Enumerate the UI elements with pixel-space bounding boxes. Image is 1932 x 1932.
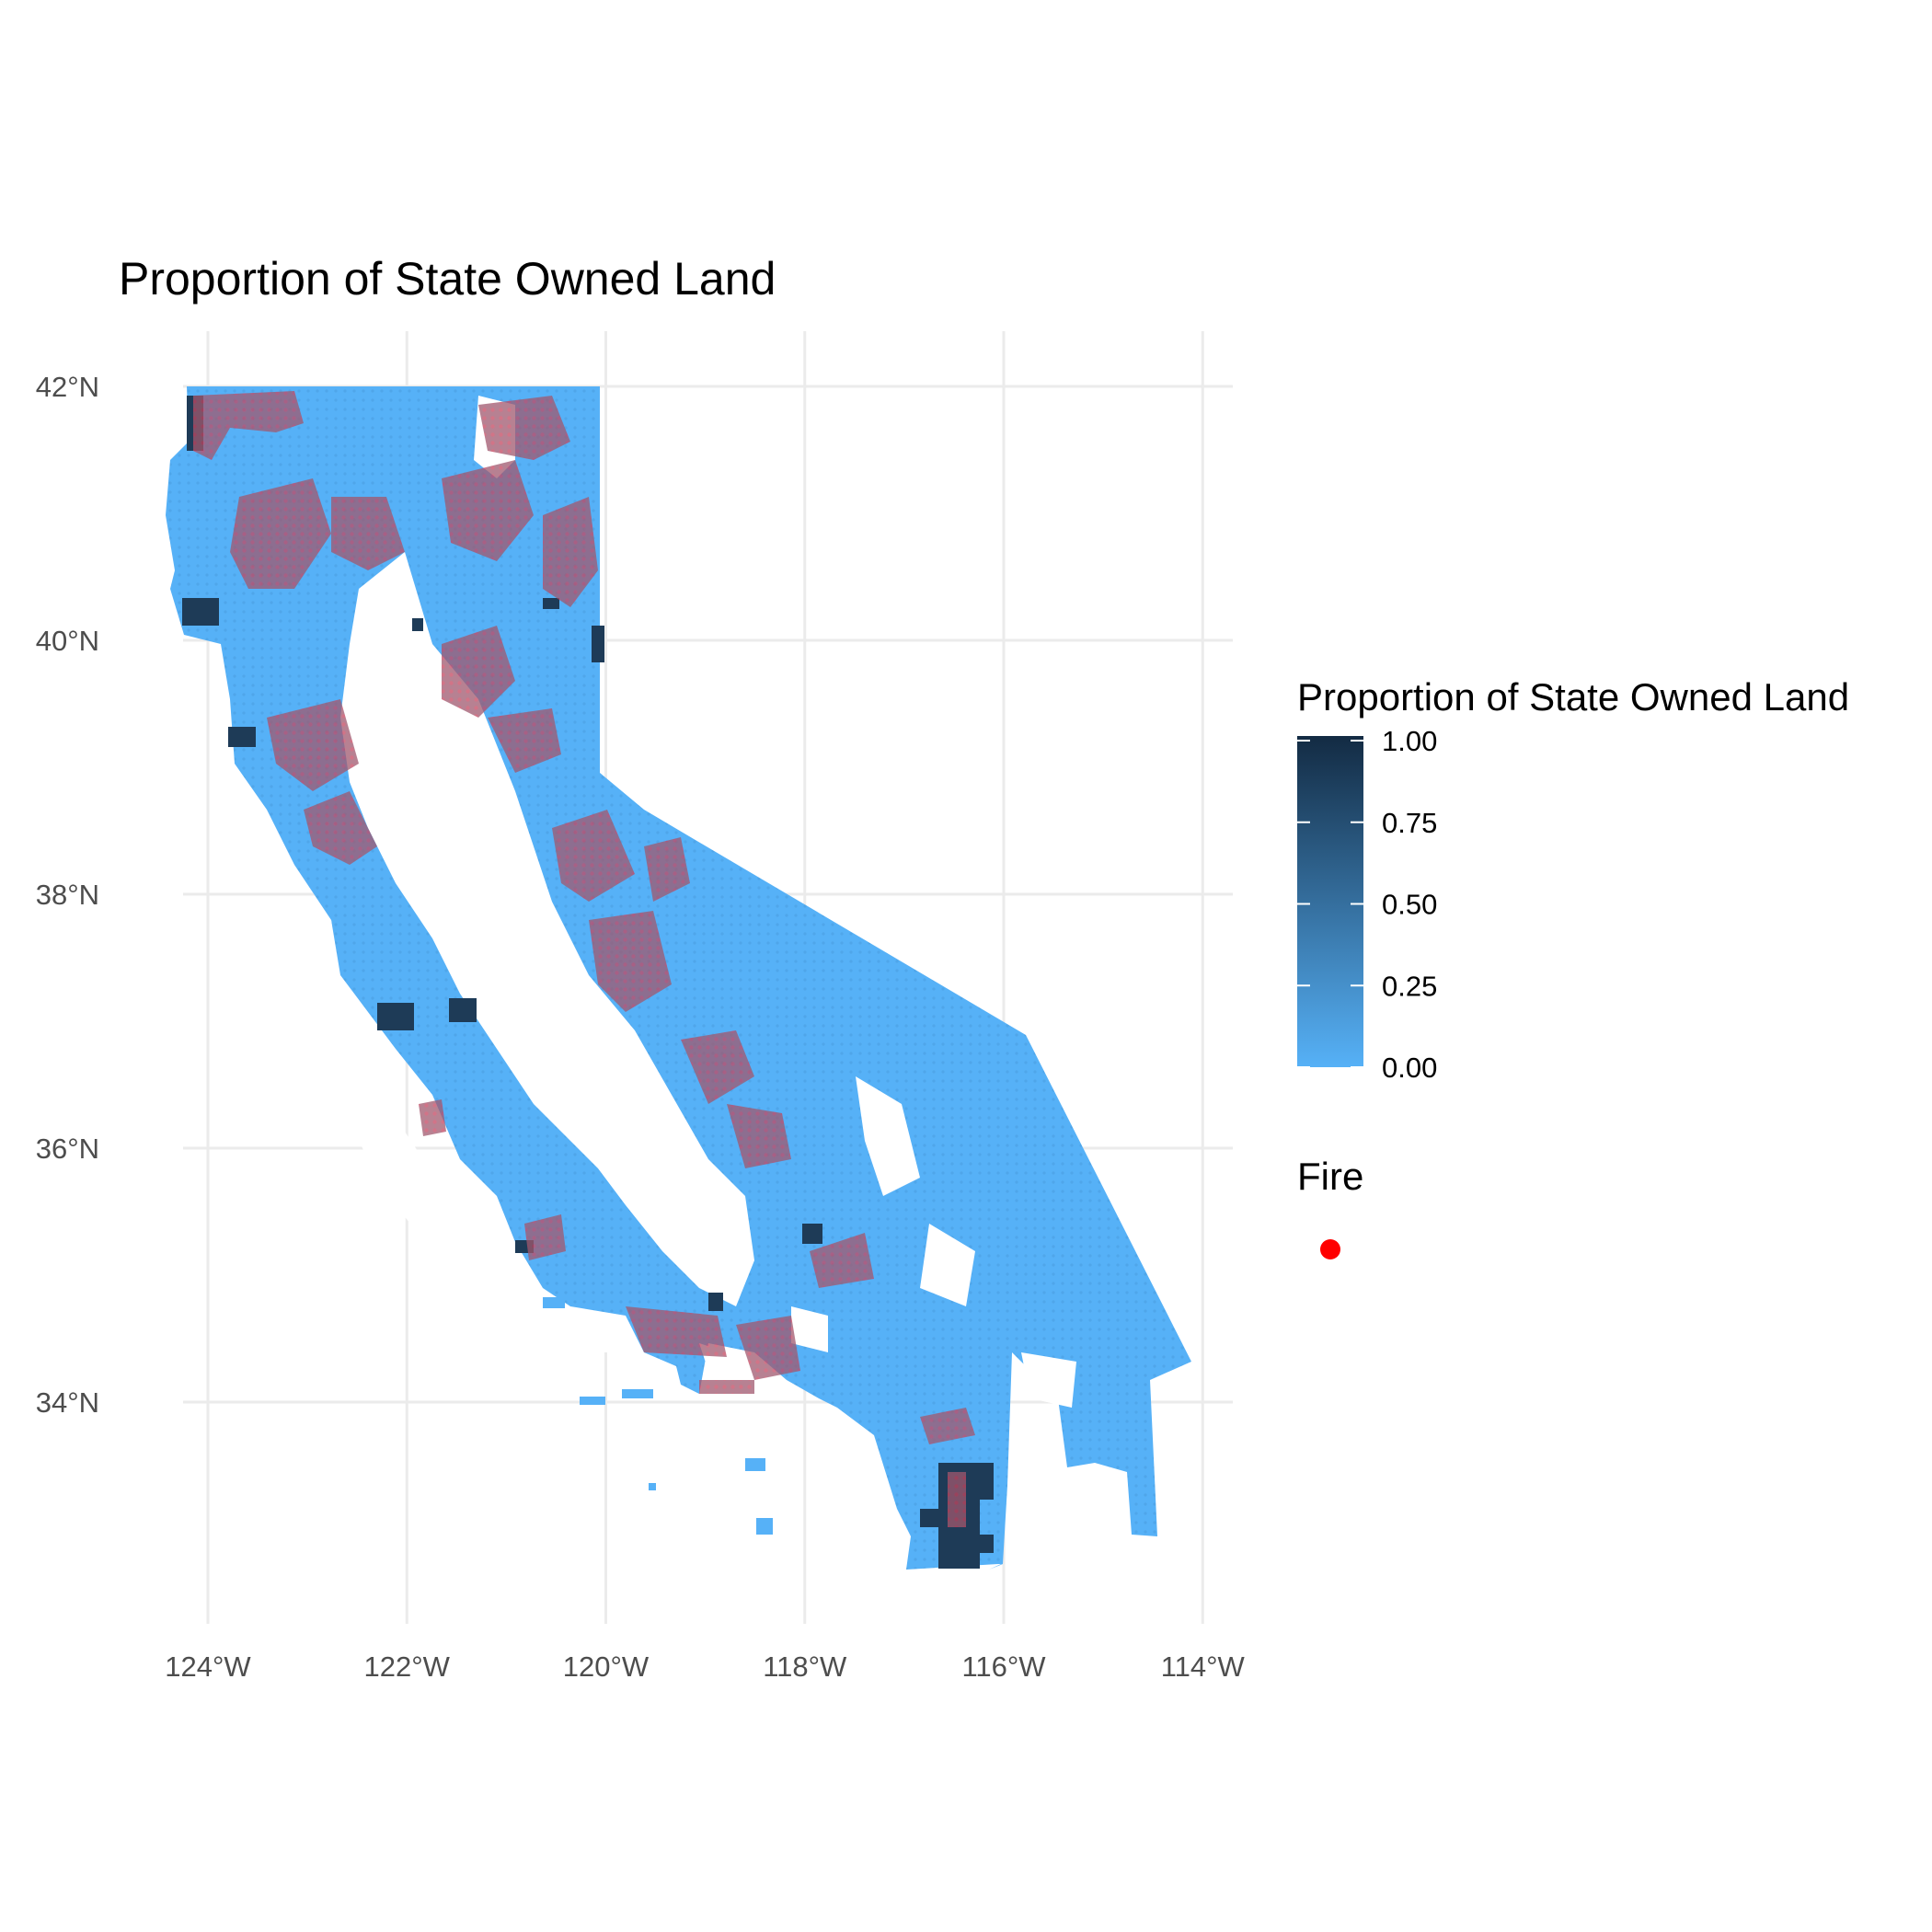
legend-tick-label: 0.25 — [1382, 970, 1437, 1002]
mojave-gaps — [791, 1076, 1076, 1408]
coastal-gap — [276, 911, 442, 1233]
y-tick-label: 40°N — [36, 625, 99, 657]
island-patch — [543, 1297, 565, 1308]
y-tick-label: 34°N — [36, 1386, 99, 1419]
map-title: Proportion of State Owned Land — [119, 253, 776, 305]
fill-colorbar — [1297, 736, 1363, 1067]
fire-legend-title: Fire — [1297, 1155, 1363, 1198]
island-patch — [745, 1458, 765, 1471]
x-axis-ticks: 124°W 122°W 120°W 118°W 116°W 114°W — [165, 1650, 1245, 1683]
x-tick-label: 122°W — [364, 1650, 451, 1683]
fill-legend-title: Proportion of State Owned Land — [1297, 675, 1849, 719]
fire-points — [193, 391, 975, 1527]
legend-tick-label: 0.00 — [1382, 1052, 1437, 1084]
island-patch — [649, 1483, 656, 1490]
fire-legend: Fire — [1297, 1155, 1363, 1259]
legend-tick-label: 0.50 — [1382, 889, 1437, 921]
x-tick-label: 118°W — [763, 1650, 847, 1683]
y-axis-ticks: 42°N 40°N 38°N 36°N 34°N — [36, 371, 99, 1419]
island-patch — [622, 1389, 653, 1398]
plot-panel — [166, 331, 1233, 1624]
fire-legend-key — [1320, 1239, 1340, 1259]
legend-tick-label: 1.00 — [1382, 725, 1437, 757]
legend-tick-label: 0.75 — [1382, 807, 1437, 839]
x-tick-label: 114°W — [1161, 1650, 1246, 1683]
island-patch — [580, 1397, 605, 1405]
so-cal-gap — [570, 1306, 764, 1398]
x-tick-label: 124°W — [165, 1650, 251, 1683]
y-tick-label: 38°N — [36, 879, 99, 911]
fill-legend-ticks: 1.00 0.75 0.50 0.25 0.00 — [1297, 725, 1437, 1084]
land-cells — [166, 386, 1191, 1570]
fill-legend: Proportion of State Owned Land 1.00 0.75 0… — [1297, 675, 1849, 1084]
x-tick-label: 116°W — [961, 1650, 1046, 1683]
central-valley-gap — [340, 552, 754, 1306]
x-tick-label: 120°W — [563, 1650, 650, 1683]
y-tick-label: 36°N — [36, 1133, 99, 1165]
y-tick-label: 42°N — [36, 371, 99, 403]
island-patch — [756, 1518, 773, 1535]
